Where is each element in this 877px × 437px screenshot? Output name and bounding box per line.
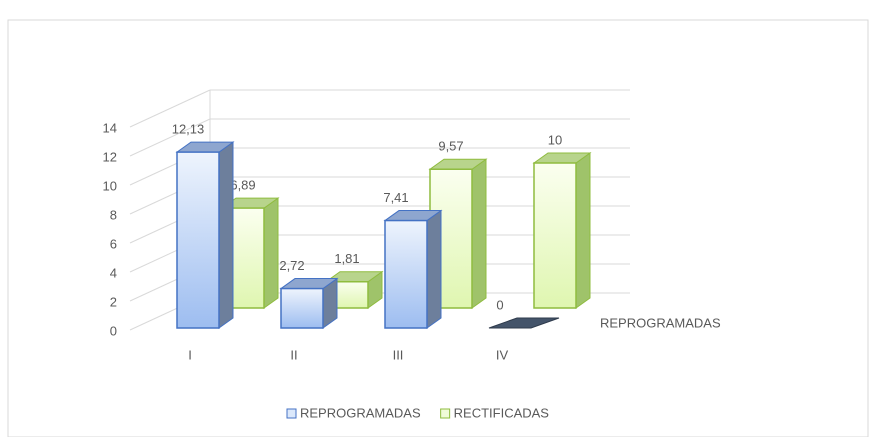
- x-tick-label: IV: [496, 347, 509, 362]
- legend-label: RECTIFICADAS: [454, 405, 550, 420]
- y-tick-label: 4: [110, 265, 117, 280]
- x-tick-label: II: [290, 347, 297, 362]
- value-label: 1,81: [334, 251, 359, 266]
- bar: [175, 141, 235, 329]
- x-tick-label: III: [393, 347, 404, 362]
- y-tick-label: 14: [103, 120, 117, 135]
- y-tick-label: 6: [110, 236, 117, 251]
- value-label: 2,72: [279, 258, 304, 273]
- grid-line: [129, 89, 211, 128]
- legend-swatch: [286, 408, 297, 419]
- legend-swatch: [440, 408, 451, 419]
- y-tick-label: 2: [110, 294, 117, 309]
- legend-label: REPROGRAMADAS: [300, 405, 421, 420]
- value-label: 7,41: [383, 190, 408, 205]
- grid-line: [129, 118, 211, 157]
- value-label: 12,13: [172, 122, 205, 137]
- depth-axis-label: REPROGRAMADAS: [600, 315, 721, 330]
- value-label: 6,89: [230, 178, 255, 193]
- y-tick-label: 10: [103, 178, 117, 193]
- value-label: 9,57: [438, 139, 463, 154]
- bar: [488, 317, 560, 329]
- value-label: 10: [548, 132, 562, 147]
- chart-frame: [7, 19, 869, 437]
- bar: [279, 277, 339, 329]
- bar: [383, 209, 443, 329]
- y-tick-label: 12: [103, 149, 117, 164]
- value-label: 0: [496, 297, 503, 312]
- bar: [532, 152, 592, 309]
- y-tick-label: 8: [110, 207, 117, 222]
- y-tick-label: 0: [110, 323, 117, 338]
- x-tick-label: I: [188, 347, 192, 362]
- bar: [428, 158, 488, 309]
